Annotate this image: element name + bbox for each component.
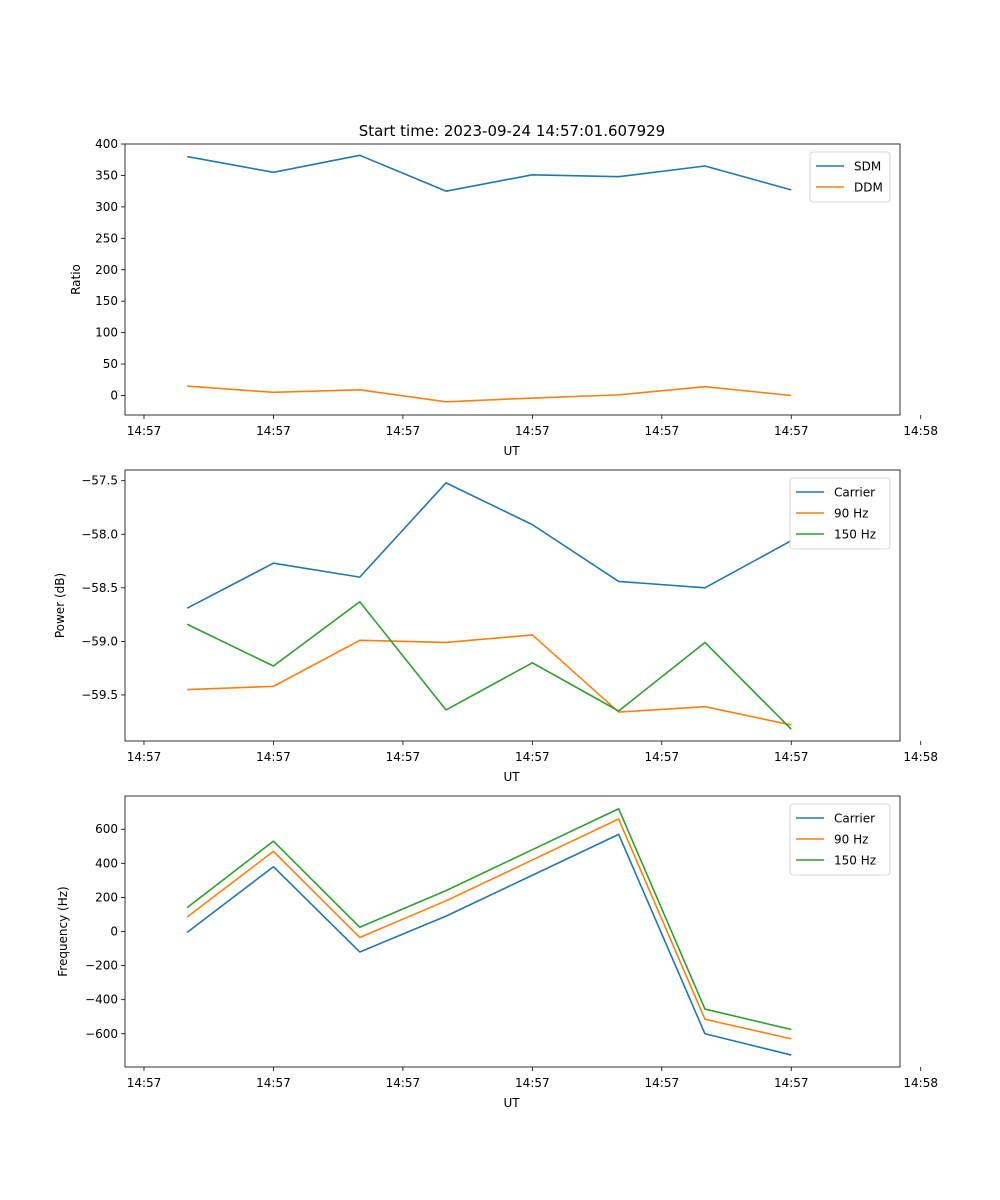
series-line-90-hz bbox=[187, 634, 792, 726]
chart-panel-3: 14:57 14:57 14:57 14:57 14:57 14:57 14:58 600 40… bbox=[56, 795, 938, 1110]
legend-label: Carrier bbox=[834, 486, 875, 500]
x-tick-label: 14:57 bbox=[127, 424, 162, 438]
chart-panel-1: 14:57 14:57 14:57 14:57 14:57 14:57 14:58 0 50 10… bbox=[69, 137, 938, 458]
y-tick-label: 150 bbox=[95, 294, 118, 308]
x-tick-label: 14:58 bbox=[903, 1076, 938, 1090]
y-tick-label: −57.5 bbox=[81, 474, 118, 488]
y-tick-label: −200 bbox=[85, 959, 118, 973]
x-tick-label: 14:57 bbox=[127, 1076, 162, 1090]
x-tick-label: 14:57 bbox=[774, 424, 809, 438]
series-line-150-hz bbox=[186, 600, 792, 730]
x-tick-label: 14:57 bbox=[515, 424, 550, 438]
x-tick-label: 14:57 bbox=[645, 424, 680, 438]
y-tick-label: −58.0 bbox=[81, 527, 118, 541]
axes-frame bbox=[124, 143, 901, 416]
y-tick-label: −600 bbox=[85, 1027, 118, 1041]
legend-box bbox=[789, 803, 891, 876]
axes-frame bbox=[124, 795, 901, 1068]
legend-label: 150 Hz bbox=[834, 528, 876, 542]
series-line-90-hz bbox=[186, 818, 792, 1040]
x-tick-label: 14:57 bbox=[256, 750, 291, 764]
y-tick-label: 400 bbox=[95, 137, 118, 151]
x-tick-label: 14:57 bbox=[774, 750, 809, 764]
series-line-carrier bbox=[186, 833, 792, 1056]
x-axis-label: UT bbox=[503, 1096, 520, 1110]
x-tick-label: 14:57 bbox=[386, 424, 421, 438]
y-tick-label: 300 bbox=[95, 200, 118, 214]
legend-label: SDM bbox=[854, 160, 881, 174]
x-tick-label: 14:57 bbox=[386, 750, 421, 764]
y-axis-label: Frequency (Hz) bbox=[56, 886, 70, 977]
x-tick-label: 14:58 bbox=[903, 750, 938, 764]
x-tick-label: 14:57 bbox=[645, 1076, 680, 1090]
series-line-150-hz bbox=[186, 807, 792, 1031]
x-tick-label: 14:57 bbox=[774, 1076, 809, 1090]
x-tick-label: 14:57 bbox=[127, 750, 162, 764]
axes-frame bbox=[124, 469, 901, 742]
y-tick-label: 350 bbox=[95, 168, 118, 182]
y-tick-label: −59.5 bbox=[81, 688, 118, 702]
y-tick-label: 400 bbox=[95, 856, 118, 870]
y-tick-label: 200 bbox=[95, 263, 118, 277]
x-axis-label: UT bbox=[503, 444, 520, 458]
legend: SDM DDM bbox=[809, 151, 891, 203]
y-tick-label: 0 bbox=[110, 925, 118, 939]
x-tick-label: 14:57 bbox=[256, 424, 291, 438]
legend: Carrier 90 Hz 150 Hz bbox=[789, 477, 891, 550]
x-tick-label: 14:58 bbox=[903, 424, 938, 438]
y-axis-label: Power (dB) bbox=[53, 573, 67, 638]
figure-title: Start time: 2023-09-24 14:57:01.607929 bbox=[359, 122, 665, 140]
y-axis-label: Ratio bbox=[69, 264, 83, 295]
y-tick-label: 100 bbox=[95, 326, 118, 340]
y-tick-label: −400 bbox=[85, 993, 118, 1007]
legend-label: 90 Hz bbox=[834, 507, 868, 521]
legend-label: 90 Hz bbox=[834, 833, 868, 847]
legend-box bbox=[809, 151, 891, 203]
y-tick-label: −59.0 bbox=[81, 634, 118, 648]
y-tick-label: 250 bbox=[95, 231, 118, 245]
y-tick-label: 50 bbox=[103, 357, 118, 371]
series-line-sdm bbox=[186, 154, 792, 192]
legend-label: 150 Hz bbox=[834, 854, 876, 868]
series-line-ddm bbox=[187, 385, 792, 403]
x-tick-label: 14:57 bbox=[256, 1076, 291, 1090]
panels: 14:57 14:57 14:57 14:57 14:57 14:57 14:58 0 50 10… bbox=[53, 137, 938, 1110]
y-tick-label: 600 bbox=[95, 822, 118, 836]
legend-box bbox=[789, 477, 891, 550]
series-line-carrier bbox=[186, 482, 792, 609]
chart-panel-2: 14:57 14:57 14:57 14:57 14:57 14:57 14:58 −57.5… bbox=[53, 469, 938, 784]
y-tick-label: 0 bbox=[110, 389, 118, 403]
x-tick-label: 14:57 bbox=[515, 750, 550, 764]
y-tick-label: 200 bbox=[95, 890, 118, 904]
x-tick-label: 14:57 bbox=[515, 1076, 550, 1090]
x-tick-label: 14:57 bbox=[386, 1076, 421, 1090]
x-axis-label: UT bbox=[503, 770, 520, 784]
x-tick-label: 14:57 bbox=[645, 750, 680, 764]
legend-label: Carrier bbox=[834, 812, 875, 826]
y-tick-label: −58.5 bbox=[81, 581, 118, 595]
legend: Carrier 90 Hz 150 Hz bbox=[789, 803, 891, 876]
legend-label: DDM bbox=[854, 181, 883, 195]
